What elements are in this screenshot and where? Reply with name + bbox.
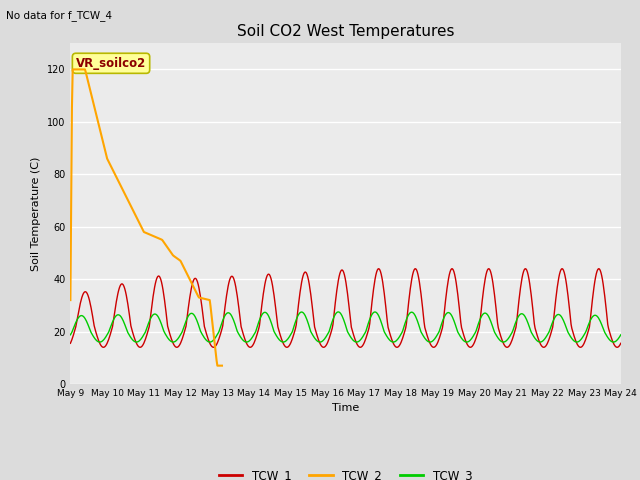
X-axis label: Time: Time	[332, 403, 359, 413]
Y-axis label: Soil Temperature (C): Soil Temperature (C)	[31, 156, 42, 271]
Text: No data for f_TCW_4: No data for f_TCW_4	[6, 10, 113, 21]
Text: VR_soilco2: VR_soilco2	[76, 57, 146, 70]
Legend: TCW_1, TCW_2, TCW_3: TCW_1, TCW_2, TCW_3	[214, 465, 477, 480]
Title: Soil CO2 West Temperatures: Soil CO2 West Temperatures	[237, 24, 454, 39]
